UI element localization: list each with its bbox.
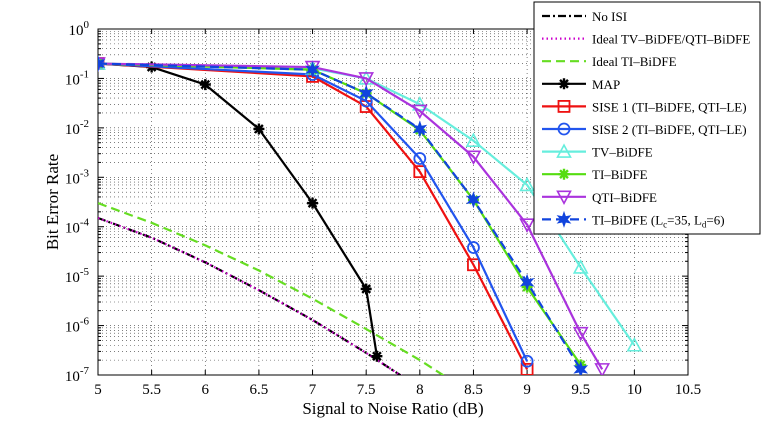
x-axis-label: Signal to Noise Ratio (dB) (302, 399, 483, 418)
data-point (465, 132, 482, 147)
legend-label: MAP (592, 77, 620, 92)
data-point (626, 337, 643, 352)
legend-marker (557, 100, 571, 113)
legend-label: QTI–BiDFE (592, 190, 657, 205)
y-tick-label: 10-5 (65, 266, 90, 286)
y-tick-label: 10-6 (65, 316, 90, 336)
x-tick-label: 6.5 (250, 382, 269, 398)
data-point (467, 258, 480, 272)
data-point (413, 152, 427, 165)
legend-item: SISE 1 (TI–BiDFE, QTI–LE) (542, 99, 747, 114)
data-point (573, 360, 589, 375)
data-point (519, 176, 535, 192)
x-tick-label: 9.5 (571, 382, 590, 398)
legend-label: Ideal TI–BiDFE (592, 54, 677, 69)
data-point (199, 79, 211, 91)
data-point (411, 104, 428, 120)
legend-item: No ISI (542, 9, 627, 24)
data-point (98, 55, 106, 73)
x-tick-label: 8 (416, 382, 424, 398)
data-point (520, 354, 534, 368)
series-line (98, 62, 604, 370)
data-point (520, 362, 534, 375)
data-point (412, 120, 428, 138)
series-layer (98, 55, 643, 375)
legend-label: TV–BiDFE (592, 145, 653, 160)
series-line (98, 62, 529, 362)
data-point (305, 61, 320, 79)
data-point (413, 165, 427, 179)
y-axis-label: Bit Error Rate (43, 154, 62, 250)
y-tick-label: 10-4 (65, 217, 90, 237)
x-tick-label: 6 (202, 382, 210, 398)
data-point (371, 350, 383, 362)
data-point (572, 259, 589, 274)
y-tick-label: 10-2 (65, 118, 89, 138)
data-point (519, 218, 535, 233)
data-point (519, 273, 535, 291)
data-point (358, 84, 374, 102)
data-point (467, 241, 480, 254)
legend-marker (556, 143, 572, 158)
y-tick-label: 10-7 (65, 365, 90, 385)
data-point (253, 123, 265, 135)
x-tick-label: 9 (523, 382, 531, 398)
legend-label: Ideal TV–BiDFE/QTI–BiDFE (592, 32, 750, 47)
series-line (98, 216, 403, 375)
series-9 (98, 55, 589, 375)
legend-label: No ISI (592, 9, 627, 24)
x-tick-label: 7.5 (357, 382, 376, 398)
x-tick-label: 5.5 (142, 382, 161, 398)
series-2 (98, 202, 445, 375)
legend-marker (556, 210, 572, 228)
legend-item: TI–BiDFE (Lc=35, Ld=6) (542, 210, 725, 229)
series-line (98, 62, 529, 370)
legend-marker (557, 122, 571, 136)
legend-item: TI–BiDFE (542, 167, 648, 182)
legend-label: SISE 1 (TI–BiDFE, QTI–LE) (592, 99, 747, 114)
legend-item: Ideal TV–BiDFE/QTI–BiDFE (542, 32, 750, 47)
series-1 (98, 216, 403, 375)
legend-item: QTI–BiDFE (542, 190, 657, 205)
legend-item: TV–BiDFE (542, 143, 653, 160)
legend-marker (558, 78, 570, 90)
legend-item: MAP (542, 77, 620, 92)
legend-box (533, 1, 761, 235)
data-point (466, 191, 481, 209)
series-line (98, 202, 445, 375)
data-point (594, 363, 611, 375)
data-point (465, 150, 482, 165)
legend-label: TI–BiDFE (Lc=35, Ld=6) (592, 212, 725, 229)
x-tick-label: 8.5 (464, 382, 483, 398)
x-tick-label: 10 (627, 382, 642, 398)
y-tick-label: 10-1 (65, 68, 89, 88)
x-tick-label: 7 (309, 382, 317, 398)
legend-marker (558, 168, 570, 180)
data-point (358, 72, 375, 87)
legend-marker (556, 190, 572, 205)
data-point (360, 283, 372, 295)
legend: No ISI Ideal TV–BiDFE/QTI–BiDFE Ideal TI–B… (533, 1, 761, 235)
data-point (572, 326, 589, 342)
y-tick-label: 10-3 (65, 167, 90, 187)
legend-item: Ideal TI–BiDFE (542, 54, 677, 69)
legend-item: SISE 2 (TI–BiDFE, QTI–LE) (542, 122, 747, 137)
y-tick-label: 100 (69, 19, 90, 39)
legend-label: SISE 2 (TI–BiDFE, QTI–LE) (592, 122, 747, 137)
data-point (307, 197, 319, 209)
x-tick-label: 5 (94, 382, 102, 398)
legend-label: TI–BiDFE (592, 167, 648, 182)
x-tick-label: 10.5 (675, 382, 701, 398)
